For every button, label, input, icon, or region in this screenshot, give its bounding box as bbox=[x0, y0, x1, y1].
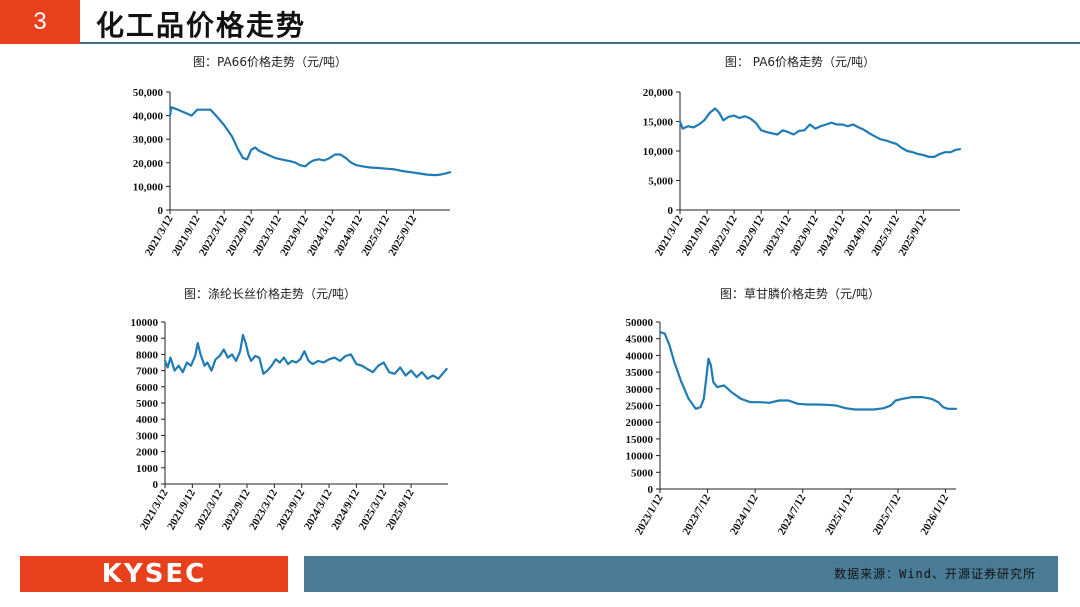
series-line bbox=[678, 107, 962, 159]
y-tick-label: 1000 bbox=[136, 463, 159, 475]
x-tick-label: 2023/7/12 bbox=[680, 492, 713, 537]
y-tick-label: 15,000 bbox=[643, 117, 674, 129]
chart-svg: 图：草甘膦价格走势（元/吨）50000450004000035000300002… bbox=[626, 286, 958, 537]
x-tick-label: 2025/7/12 bbox=[871, 492, 904, 537]
y-tick-label: 30000 bbox=[626, 384, 654, 396]
x-tick-label: 2025/1/12 bbox=[823, 492, 856, 537]
y-tick-label: 5,000 bbox=[648, 176, 673, 188]
chart-pa6-price: 图： PA6价格走势（元/吨） 20,000 15,000 10,000 5,000 0 2… bbox=[540, 44, 1080, 294]
footer-bar bbox=[304, 556, 1058, 592]
chart-pa66-price: 图：PA66价格走势（元/吨） 50,000 40,000 30,000 20,000 1… bbox=[0, 44, 540, 294]
company-logo: KYSEC bbox=[101, 559, 207, 589]
chart-svg: 图： PA6价格走势（元/吨）20,00015,00010,0005,00002… bbox=[643, 54, 962, 258]
y-tick-label: 20,000 bbox=[133, 158, 164, 170]
series-line bbox=[163, 333, 448, 380]
data-source: 数据来源：Wind、开源证券研究所 bbox=[834, 567, 1036, 581]
y-tick-label: 4000 bbox=[136, 414, 159, 426]
y-tick-label: 3000 bbox=[136, 430, 159, 442]
chart-glyphosate-price: 图：草甘膦价格走势（元/吨） 50000 45000 40000 35000 30000 2… bbox=[540, 282, 1080, 552]
header-divider bbox=[80, 42, 1080, 44]
y-tick-label: 40,000 bbox=[133, 111, 164, 123]
chart-polyester-filament-price: 图：涤纶长丝价格走势（元/吨） 10000 9000 8000 7000 6000 5000… bbox=[0, 282, 540, 552]
y-tick-label: 50,000 bbox=[133, 87, 164, 99]
y-tick-label: 2000 bbox=[136, 447, 159, 459]
chart-title: 图：PA66价格走势（元/吨） bbox=[193, 54, 347, 69]
y-tick-label: 0 bbox=[648, 484, 654, 496]
y-tick-label: 5000 bbox=[136, 398, 159, 410]
chart-svg: 图：PA66价格走势（元/吨） 50,000 40,000 30,000 20,000 1… bbox=[133, 54, 452, 258]
y-tick-label: 10,000 bbox=[133, 181, 164, 193]
x-tick-label: 2024/1/12 bbox=[728, 492, 761, 537]
x-tick-label: 2024/7/12 bbox=[776, 492, 809, 537]
chart-title: 图：草甘膦价格走势（元/吨） bbox=[720, 286, 880, 301]
series-line bbox=[168, 106, 452, 177]
y-tick-label: 0 bbox=[158, 205, 164, 217]
y-tick-label: 50000 bbox=[626, 317, 654, 329]
y-tick-label: 30,000 bbox=[133, 134, 164, 146]
y-tick-label: 10000 bbox=[131, 317, 159, 329]
page-title: 化工品价格走势 bbox=[96, 9, 307, 42]
y-tick-label: 45000 bbox=[626, 334, 654, 346]
y-tick-label: 0 bbox=[668, 205, 674, 217]
y-tick-label: 7000 bbox=[136, 366, 159, 378]
y-tick-label: 10000 bbox=[626, 451, 654, 463]
section-number: 3 bbox=[0, 0, 80, 44]
y-tick-label: 0 bbox=[153, 479, 159, 491]
x-tick-label: 2023/1/12 bbox=[633, 492, 666, 537]
chart-title: 图： PA6价格走势（元/吨） bbox=[725, 54, 875, 69]
y-tick-label: 20,000 bbox=[643, 87, 674, 99]
y-tick-label: 9000 bbox=[136, 333, 159, 345]
series-line bbox=[658, 330, 958, 411]
y-tick-label: 20000 bbox=[626, 417, 654, 429]
chart-svg: 图：涤纶长丝价格走势（元/吨）1000090008000700060005000… bbox=[131, 286, 448, 532]
y-tick-label: 40000 bbox=[626, 350, 654, 362]
y-tick-label: 10,000 bbox=[643, 146, 674, 158]
chart-title: 图：涤纶长丝价格走势（元/吨） bbox=[184, 286, 356, 301]
y-tick-label: 15000 bbox=[626, 434, 654, 446]
y-tick-label: 5000 bbox=[631, 467, 654, 479]
x-tick-label: 2026/1/12 bbox=[918, 492, 951, 537]
logo-background bbox=[20, 556, 288, 592]
y-tick-label: 35000 bbox=[626, 367, 654, 379]
y-tick-label: 25000 bbox=[626, 401, 654, 413]
y-tick-label: 6000 bbox=[136, 382, 159, 394]
y-tick-label: 8000 bbox=[136, 349, 159, 361]
